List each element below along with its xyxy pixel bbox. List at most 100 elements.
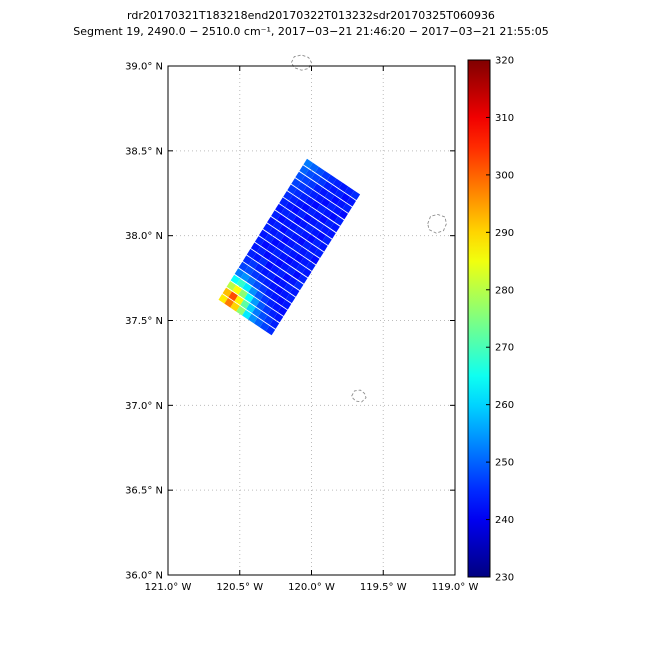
swath-cell [253,317,264,328]
swath-cell [278,224,289,235]
swath-cell [234,295,244,306]
colorbar-tick-label: 240 [495,515,514,526]
swath-cell [256,246,267,257]
swath-cell [268,254,278,264]
swath-cell [288,249,298,259]
swath-cell [324,191,335,202]
swath-cell [228,291,238,302]
swath-cell [238,261,249,272]
swath-cell [248,286,258,297]
swath-cell [278,251,288,262]
colorbar [468,60,490,577]
swath-cell [296,263,306,274]
swath-cell [279,197,289,208]
swath-cell [269,319,280,329]
swath-cell [270,237,281,248]
swath-cell [260,240,271,250]
swath-cell [295,171,305,182]
swath-cell [324,218,334,229]
x-tick-label: 119.0° W [432,582,479,593]
swath-cell [262,277,272,288]
swath-cell [268,227,279,237]
swath-cell [284,283,294,293]
swath-cell [271,210,281,220]
swath-cell [268,281,278,292]
swath-cell [299,192,309,203]
colorbar-tick-label: 290 [495,228,514,239]
swath-cell [294,280,304,291]
swath-cell [252,280,262,290]
swath-cell [270,264,280,275]
swath-cell [278,279,288,289]
swath-cell [246,248,257,259]
swath-cell [328,212,338,222]
swath-cell [254,236,265,246]
swath-cell [282,218,293,228]
swath-cell [350,190,361,201]
swath-cell [264,233,275,244]
swath-cell [338,182,349,193]
swath-cell [262,304,272,315]
swath-cell [289,194,299,205]
x-tick-label: 119.5° W [360,582,407,593]
swath-cell [305,196,315,207]
x-tick-label: 121.0° W [145,582,192,593]
swath-cell [303,158,313,169]
swath-cell [310,254,320,265]
y-tick-label: 37.0° N [125,401,163,412]
colorbar-tick-label: 270 [495,343,514,354]
swath-cell [273,312,284,323]
swath-cell [308,217,319,227]
swath-cell [291,178,301,188]
swath-cell [309,162,319,173]
swath-cell [259,321,270,332]
swath-cell [306,234,316,244]
swath-cell [236,278,246,289]
swath-cell [316,231,326,242]
swath-cell [310,227,320,238]
swath-cell [290,287,300,297]
swath-cell [311,173,321,183]
swath-cell [257,311,268,321]
swath-cell [314,221,324,231]
y-tick-label: 38.0° N [125,231,163,242]
colorbar-tick-label: 310 [495,113,514,124]
swath-cell [250,242,261,253]
swath-cell [314,248,324,258]
swath-cell [256,273,266,284]
swath-cell [292,215,303,226]
swath-cell [300,230,310,240]
swath-cell [330,222,340,233]
swath-cell [240,299,250,310]
swath-cell [288,276,298,287]
swath-cell [315,166,325,177]
swath-cell [334,189,345,199]
swath-cell [260,267,270,277]
swath-cell [284,228,295,239]
swath-cell [232,285,242,295]
swath-cell [222,287,232,298]
colorbar-tick-label: 320 [495,56,514,67]
swath-cell [295,198,305,209]
swath-cell [302,213,313,223]
plot-title-line2: Segment 19, 2490.0 − 2510.0 cm⁻¹, 2017−0… [73,25,549,38]
swath-cell [294,226,305,236]
swath-cell [274,285,284,296]
swath-cell [302,240,312,251]
swath-cell [318,214,329,225]
swath-cell [262,250,273,260]
y-tick-label: 36.5° N [125,486,163,497]
swath-cell [264,288,274,298]
swath-cell [317,177,327,187]
swath-cell [242,255,253,265]
swath-cell [326,229,336,239]
swath-cell [282,245,292,256]
swath-cell [288,222,299,232]
swath-cell [276,296,286,306]
swath-cell [238,289,248,299]
swath-cell [236,305,246,316]
swath-cell [254,290,264,301]
swath-cell [252,307,262,317]
swath-cell [266,271,276,281]
